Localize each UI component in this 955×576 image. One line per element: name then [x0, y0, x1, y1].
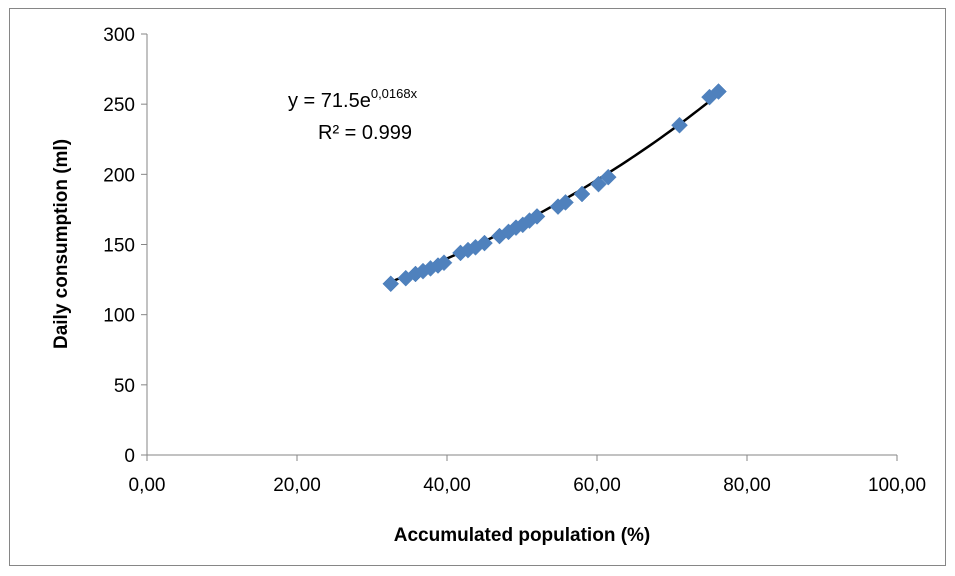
- x-tick-label: 80,00: [723, 475, 771, 496]
- y-tick-label: 0: [124, 446, 135, 467]
- chart-frame: [9, 8, 946, 566]
- y-tick-label: 300: [103, 25, 135, 46]
- x-tick-label: 60,00: [573, 475, 621, 496]
- data-point: [382, 275, 400, 293]
- r-squared-label: R² = 0.999: [318, 122, 412, 144]
- y-tick-label: 50: [114, 376, 135, 397]
- x-axis-title: Accumulated population (%): [394, 525, 651, 546]
- axes: [141, 33, 898, 461]
- data-point: [557, 194, 574, 211]
- y-tick-label: 100: [103, 306, 135, 327]
- data-point: [590, 175, 607, 193]
- x-tick-label: 100,00: [868, 475, 926, 496]
- y-axis-title: Daily consumption (ml): [51, 139, 72, 349]
- trendline-group: [390, 91, 722, 283]
- data-points: [382, 83, 727, 293]
- y-tick-label: 250: [103, 95, 135, 116]
- x-tick-label: 20,00: [273, 475, 321, 496]
- data-point: [599, 168, 617, 186]
- labels: 0,00 20,00 40,00 60,00 80,00 100,00 0 50 100 150 2…: [103, 25, 926, 496]
- equation-exponent: 0,0168x: [371, 86, 418, 101]
- y-tick-label: 200: [103, 165, 135, 186]
- data-point: [528, 208, 546, 225]
- equation-base: y = 71.5e: [288, 90, 371, 112]
- x-tick-label: 40,00: [423, 475, 471, 496]
- data-point: [573, 185, 591, 203]
- data-point: [476, 234, 493, 252]
- trendline: [390, 91, 722, 283]
- data-point: [435, 254, 453, 272]
- trendline-equation: y = 71.5e0,0168x: [288, 86, 418, 112]
- data-point: [710, 83, 727, 100]
- x-tick-label: 0,00: [129, 475, 166, 496]
- data-point: [671, 116, 688, 134]
- y-tick-label: 150: [103, 236, 135, 257]
